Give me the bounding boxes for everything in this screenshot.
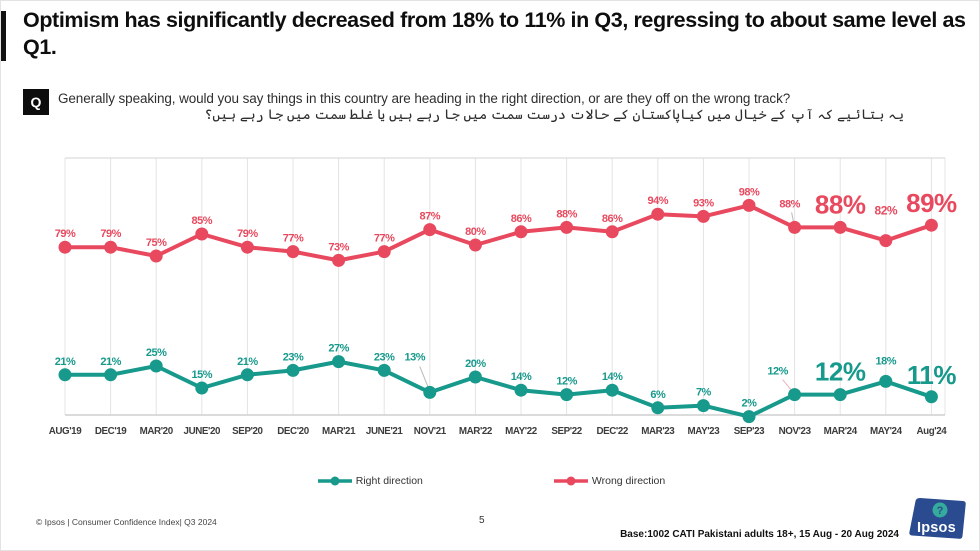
svg-text:MAR'23: MAR'23 xyxy=(641,426,675,437)
svg-text:86%: 86% xyxy=(602,213,623,225)
legend-item-right-direction: Right direction xyxy=(317,475,423,487)
svg-text:MAR'20: MAR'20 xyxy=(140,426,174,437)
svg-text:14%: 14% xyxy=(602,371,623,383)
svg-text:21%: 21% xyxy=(237,356,258,368)
svg-text:18%: 18% xyxy=(876,355,897,367)
svg-text:27%: 27% xyxy=(328,343,349,355)
svg-text:85%: 85% xyxy=(192,215,213,227)
svg-text:88%: 88% xyxy=(556,208,577,220)
svg-text:JUNE'21: JUNE'21 xyxy=(366,426,404,437)
svg-text:79%: 79% xyxy=(100,228,121,240)
svg-text:12%: 12% xyxy=(556,376,577,388)
chart-legend: Right direction Wrong direction xyxy=(1,471,980,491)
page-number: 5 xyxy=(479,515,485,526)
question-badge: Q xyxy=(23,89,49,115)
svg-text:87%: 87% xyxy=(420,211,441,223)
trend-chart: AUG'19 DEC'19 MAR'20 JUNE'20 SEP'20 DEC'20 MAR… xyxy=(1,151,980,451)
svg-text:2%: 2% xyxy=(742,398,758,410)
legend-label-right-direction: Right direction xyxy=(355,475,423,487)
svg-text:MAY'24: MAY'24 xyxy=(870,426,903,437)
svg-text:DEC'19: DEC'19 xyxy=(95,426,127,437)
svg-text:?: ? xyxy=(937,505,944,517)
svg-text:MAY'22: MAY'22 xyxy=(505,426,538,437)
svg-text:77%: 77% xyxy=(374,233,395,245)
svg-text:12%: 12% xyxy=(815,357,866,387)
svg-text:MAR'24: MAR'24 xyxy=(824,426,858,437)
svg-text:94%: 94% xyxy=(648,195,669,207)
legend-item-wrong-direction: Wrong direction xyxy=(553,475,665,487)
svg-text:MAR'22: MAR'22 xyxy=(459,426,493,437)
svg-text:7%: 7% xyxy=(696,387,712,399)
trend-chart-canvas: AUG'19 DEC'19 MAR'20 JUNE'20 SEP'20 DEC'20 MAR… xyxy=(49,157,958,437)
svg-text:SEP'23: SEP'23 xyxy=(734,426,765,437)
svg-text:AUG'19: AUG'19 xyxy=(49,426,83,437)
legend-marker-wrong-direction-icon xyxy=(553,476,588,486)
title-accent-bar xyxy=(1,11,6,61)
svg-text:21%: 21% xyxy=(55,356,76,368)
svg-text:98%: 98% xyxy=(739,186,760,198)
page-title: Optimism has significantly decreased fro… xyxy=(23,8,966,59)
svg-text:23%: 23% xyxy=(374,351,395,363)
svg-text:JUNE'20: JUNE'20 xyxy=(184,426,222,437)
svg-text:73%: 73% xyxy=(328,241,349,253)
svg-text:77%: 77% xyxy=(283,233,304,245)
svg-text:86%: 86% xyxy=(511,213,532,225)
svg-text:88%: 88% xyxy=(779,198,800,210)
svg-text:Ipsos: Ipsos xyxy=(917,520,956,536)
legend-label-wrong-direction: Wrong direction xyxy=(591,475,666,487)
svg-text:20%: 20% xyxy=(465,358,486,370)
svg-text:MAR'21: MAR'21 xyxy=(322,426,356,437)
svg-text:93%: 93% xyxy=(693,197,714,209)
svg-text:79%: 79% xyxy=(237,228,258,240)
svg-text:25%: 25% xyxy=(146,347,167,359)
svg-text:23%: 23% xyxy=(283,351,304,363)
svg-text:82%: 82% xyxy=(875,204,898,218)
footer-copyright: © Ipsos | Consumer Confidence Index| Q3 … xyxy=(36,517,217,527)
svg-text:80%: 80% xyxy=(465,226,486,238)
svg-text:12%: 12% xyxy=(767,366,788,378)
question-text-urdu: یہ بتائیے کہ آپ کے خیال میں کیاپاکستان ک… xyxy=(204,107,904,122)
svg-text:SEP'22: SEP'22 xyxy=(551,426,582,437)
svg-text:88%: 88% xyxy=(815,189,866,219)
ipsos-logo: ? Ipsos xyxy=(906,496,968,544)
svg-text:DEC'22: DEC'22 xyxy=(596,426,628,437)
svg-text:6%: 6% xyxy=(650,389,666,401)
svg-text:21%: 21% xyxy=(100,356,121,368)
svg-text:MAY'23: MAY'23 xyxy=(688,426,721,437)
legend-marker-right-direction-icon xyxy=(317,476,352,486)
svg-text:DEC'20: DEC'20 xyxy=(277,426,309,437)
svg-text:NOV'23: NOV'23 xyxy=(779,426,812,437)
question-text-english: Generally speaking, would you say things… xyxy=(58,91,791,106)
base-note: Base:1002 CATI Pakistani adults 18+, 15 … xyxy=(620,529,899,540)
svg-text:15%: 15% xyxy=(192,369,213,381)
svg-text:75%: 75% xyxy=(146,237,167,249)
ipsos-logo-icon: ? Ipsos xyxy=(909,498,966,539)
svg-text:11%: 11% xyxy=(907,360,956,390)
svg-text:SEP'20: SEP'20 xyxy=(232,426,263,437)
svg-text:13%: 13% xyxy=(405,351,426,363)
svg-text:14%: 14% xyxy=(511,371,532,383)
svg-text:89%: 89% xyxy=(906,188,957,218)
svg-text:Aug'24: Aug'24 xyxy=(916,426,947,437)
svg-text:79%: 79% xyxy=(55,228,76,240)
svg-text:NOV'21: NOV'21 xyxy=(414,426,447,437)
